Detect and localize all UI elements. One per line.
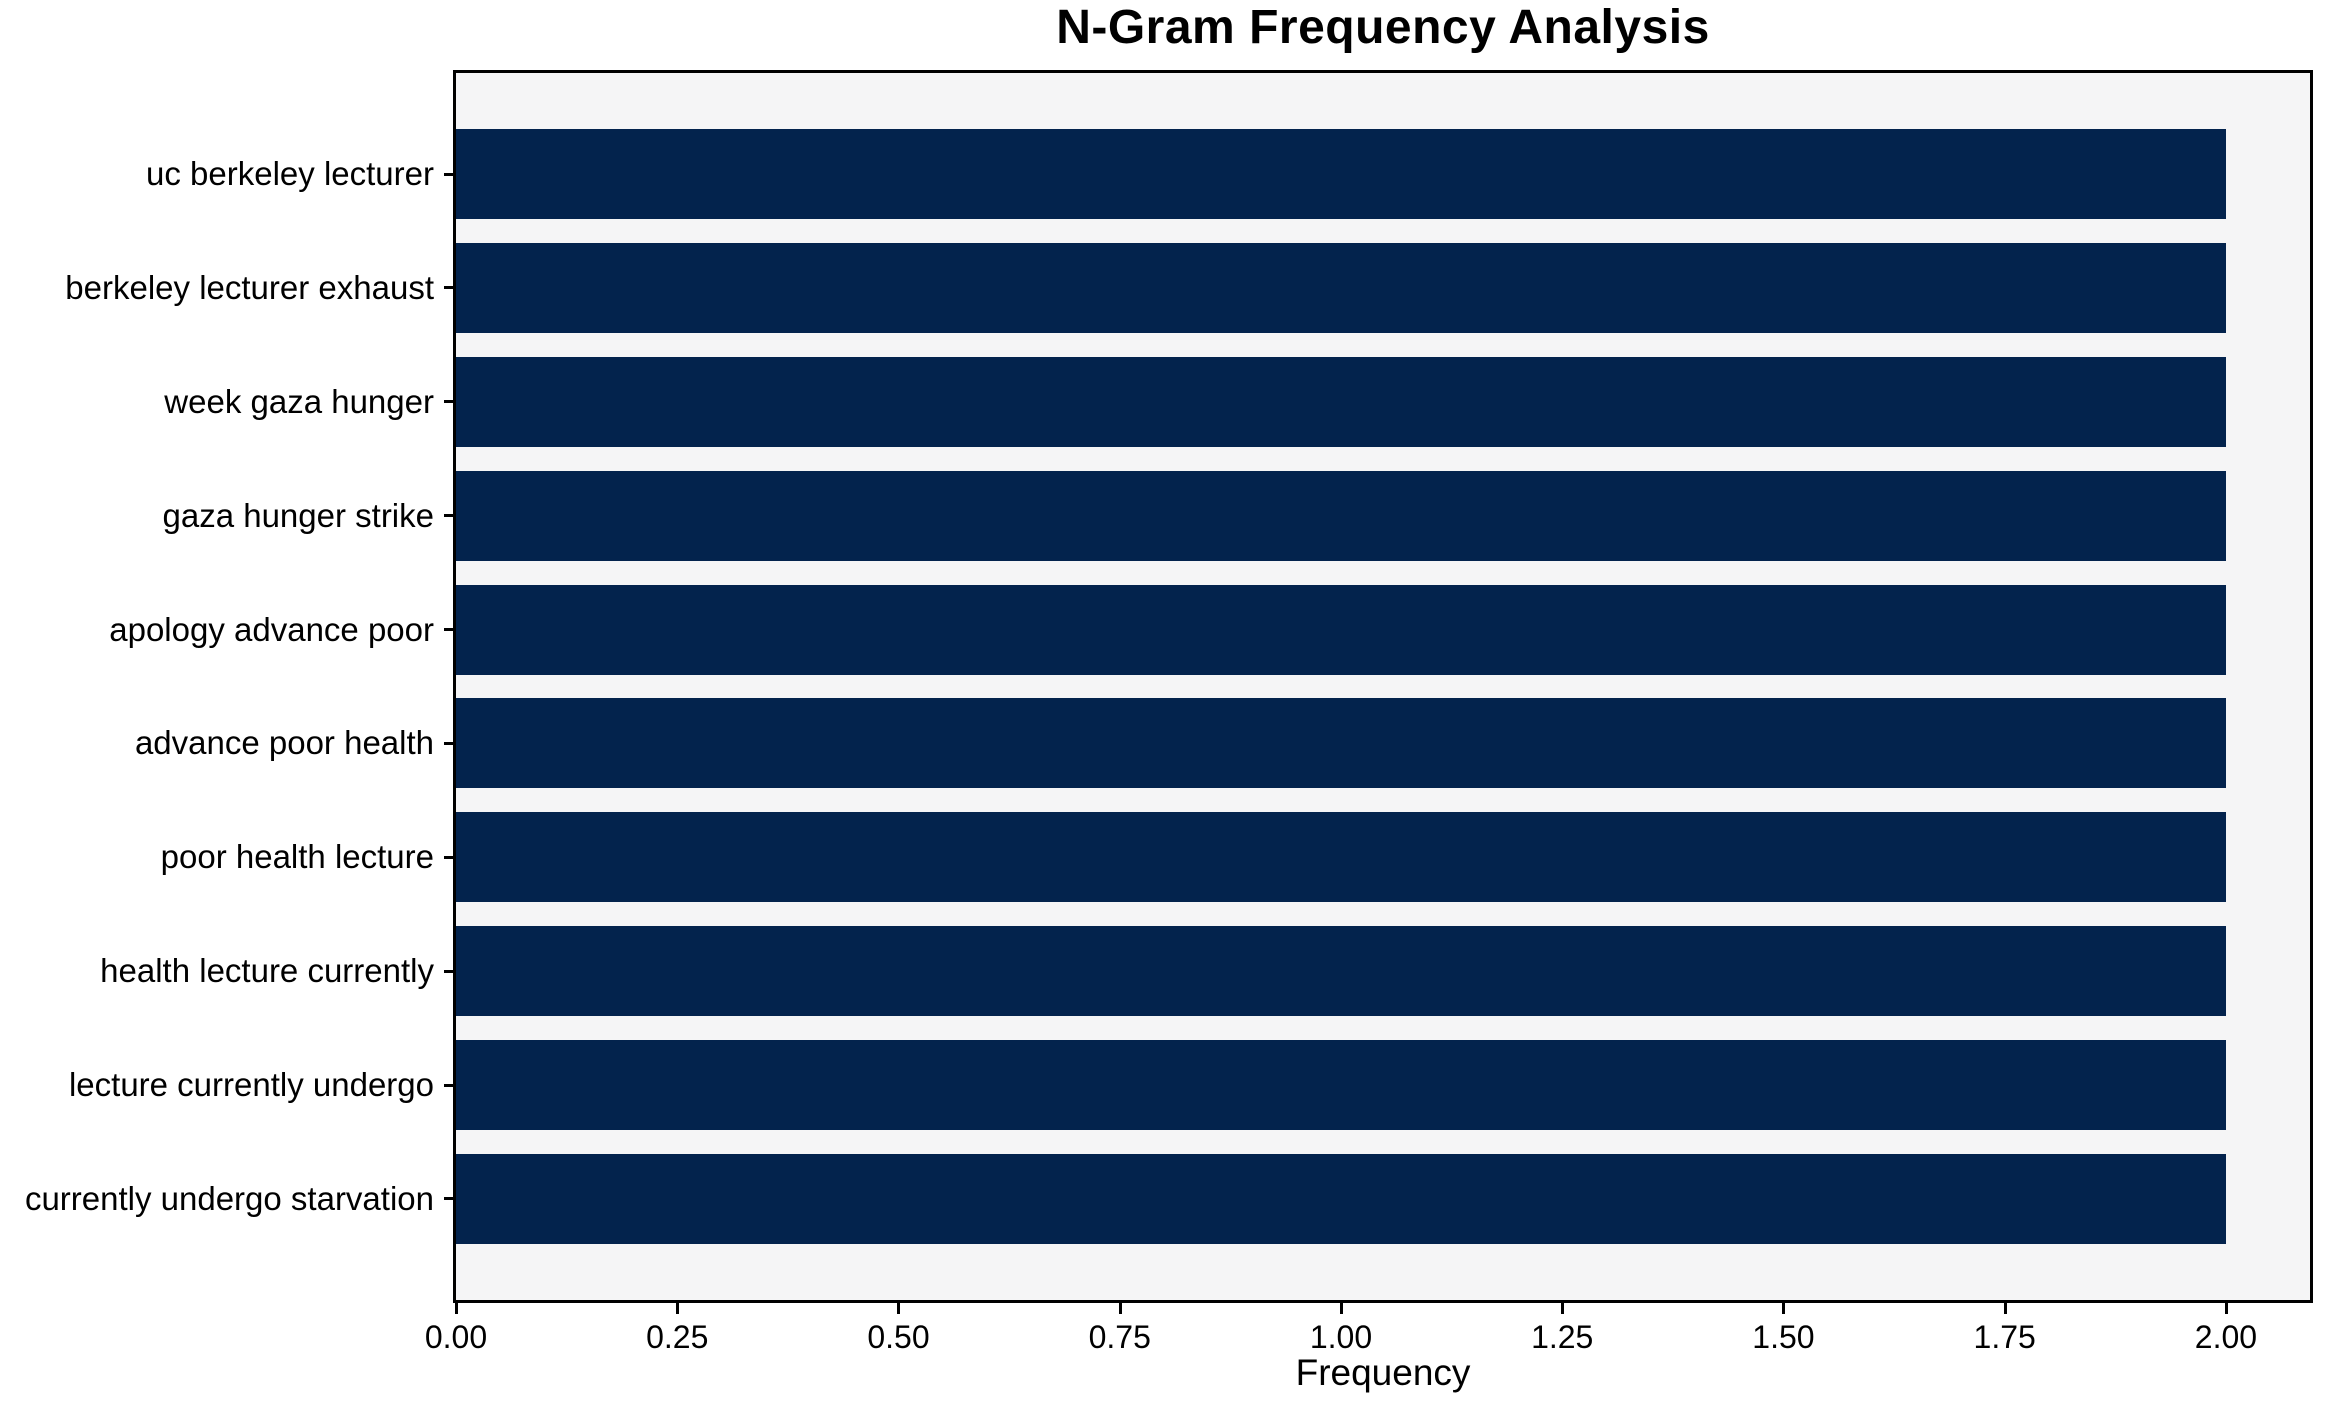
y-tick-row-apology-advance-poor: apology advance poor bbox=[0, 585, 456, 675]
bar-apology-advance-poor bbox=[456, 584, 2226, 675]
x-tick-label: 1.00 bbox=[1309, 1319, 1373, 1355]
x-axis-title: Frequency bbox=[1295, 1352, 1471, 1393]
x-tick-label: 0.75 bbox=[1088, 1319, 1151, 1355]
y-tick-label: week gaza hunger bbox=[164, 382, 434, 420]
y-tick-mark bbox=[444, 172, 456, 176]
x-tick-mark bbox=[1118, 1303, 1122, 1314]
x-tick-label: 2.00 bbox=[2194, 1319, 2258, 1355]
plot-area: uc berkeley lecturer berkeley lecturer ex… bbox=[25, 70, 2313, 1355]
y-tick-mark bbox=[444, 741, 456, 745]
y-tick-label: health lecture currently bbox=[100, 952, 434, 990]
x-tick-label: 0.25 bbox=[646, 1319, 709, 1355]
y-tick-mark bbox=[444, 855, 456, 859]
bar-lecture-currently-undergo bbox=[456, 1040, 2226, 1130]
y-tick-row-berkeley-lecturer-exhaust: berkeley lecturer exhaust bbox=[0, 243, 456, 333]
y-tick-mark bbox=[444, 400, 456, 404]
x-tick-mark bbox=[676, 1303, 680, 1314]
y-tick-mark bbox=[444, 1197, 456, 1201]
y-tick-label: poor health lecture bbox=[160, 838, 434, 876]
bars-container bbox=[456, 73, 2310, 1300]
x-tick-label: 1.75 bbox=[1973, 1319, 2036, 1355]
x-tick-mark bbox=[1339, 1303, 1343, 1314]
y-tick-row-lecture-currently-undergo: lecture currently undergo bbox=[0, 1040, 456, 1130]
x-tick-mark bbox=[1782, 1303, 1786, 1314]
bar-health-lecture-currently bbox=[456, 926, 2226, 1017]
x-tick-label: 1.50 bbox=[1752, 1319, 1815, 1355]
bar-berkeley-lecturer-exhaust bbox=[456, 242, 2226, 333]
y-tick-label: uc berkeley lecturer bbox=[146, 155, 434, 192]
y-tick-label: lecture currently undergo bbox=[68, 1066, 434, 1103]
y-tick-row-week-gaza-hunger: week gaza hunger bbox=[0, 357, 456, 447]
y-tick-row-currently-undergo-starvation: currently undergo starvation bbox=[0, 1154, 456, 1244]
y-tick-mark bbox=[444, 1083, 456, 1087]
bar-currently-undergo-starvation bbox=[456, 1153, 2226, 1244]
x-tick-mark bbox=[2003, 1303, 2007, 1314]
y-tick-row-gaza-hunger-strike: gaza hunger strike bbox=[0, 471, 456, 561]
y-tick-label: apology advance poor bbox=[109, 610, 434, 648]
bar-poor-health-lecture bbox=[456, 812, 2226, 903]
x-tick-mark bbox=[2224, 1303, 2228, 1314]
x-tick-label: 0.00 bbox=[424, 1319, 488, 1355]
x-axis-ticks: 0.00 0.25 0.50 0.75 1.00 1.25 1.50 1.75 2.00 bbox=[425, 1300, 2310, 1390]
y-tick-mark bbox=[444, 969, 456, 973]
y-tick-label: currently undergo starvation bbox=[24, 1179, 434, 1217]
y-tick-mark bbox=[444, 628, 456, 631]
y-tick-row-uc-berkeley-lecturer: uc berkeley lecturer bbox=[0, 129, 456, 219]
y-tick-mark bbox=[444, 286, 456, 290]
y-tick-row-health-lecture-currently: health lecture currently bbox=[0, 926, 456, 1016]
y-tick-label: advance poor health bbox=[134, 724, 434, 762]
x-tick-label: 0.50 bbox=[867, 1319, 930, 1355]
x-tick-mark bbox=[897, 1303, 901, 1314]
y-axis-labels: uc berkeley lecturer berkeley lecturer ex… bbox=[0, 73, 456, 1300]
bar-uc-berkeley-lecturer bbox=[456, 129, 2226, 219]
y-tick-label: gaza hunger strike bbox=[162, 496, 435, 534]
x-tick-mark bbox=[455, 1303, 458, 1314]
y-tick-row-advance-poor-health: advance poor health bbox=[0, 698, 456, 788]
y-tick-row-poor-health-lecture: poor health lecture bbox=[0, 812, 456, 902]
y-tick-label: berkeley lecturer exhaust bbox=[65, 268, 434, 306]
bar-week-gaza-hunger bbox=[456, 356, 2226, 447]
y-tick-mark bbox=[444, 514, 456, 518]
chart-title: N-Gram Frequency Analysis bbox=[1056, 1, 1710, 54]
bar-advance-poor-health bbox=[456, 698, 2226, 789]
bar-gaza-hunger-strike bbox=[456, 470, 2226, 561]
x-tick-mark bbox=[1561, 1303, 1565, 1314]
x-tick-label: 1.25 bbox=[1531, 1319, 1594, 1355]
